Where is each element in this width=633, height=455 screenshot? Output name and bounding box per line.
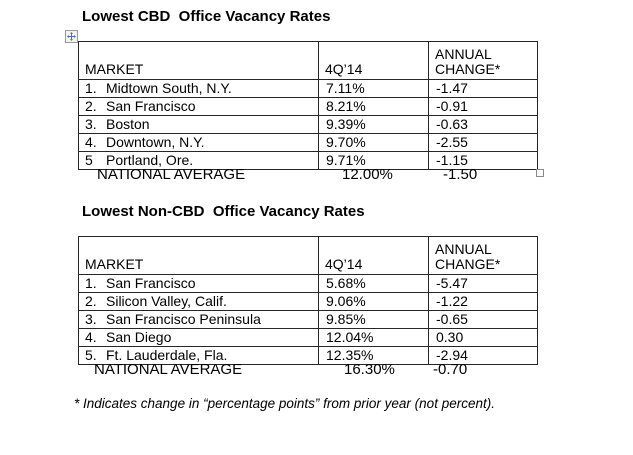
table-row: 5. Ft. Lauderdale, Fla. 12.35% -2.94 — [78, 346, 538, 365]
market-cell: 3. San Francisco Peninsula — [78, 310, 319, 329]
table-row: 5 Portland, Ore. 9.71% -1.15 — [78, 151, 538, 170]
rate-cell: 7.11% — [318, 79, 429, 98]
rate-cell: 9.39% — [318, 115, 429, 134]
national-average-rate: 16.30% — [344, 361, 395, 378]
rank-label: 1. — [85, 275, 97, 292]
rank-label: 1. — [85, 80, 97, 97]
rank-label: 3. — [85, 311, 97, 328]
table-row: 4. Downtown, N.Y. 9.70% -2.55 — [78, 133, 538, 152]
column-header-annual-change: ANNUAL CHANGE* — [428, 41, 538, 80]
change-cell: -0.91 — [428, 97, 538, 116]
table-row: 1. San Francisco 5.68% -5.47 — [78, 274, 538, 293]
market-name: San Diego — [106, 329, 172, 346]
market-name: San Francisco — [106, 98, 196, 115]
change-cell: -1.15 — [428, 151, 538, 170]
change-cell: -0.63 — [428, 115, 538, 134]
table-row: 3. San Francisco Peninsula 9.85% -0.65 — [78, 310, 538, 329]
change-cell: -1.22 — [428, 292, 538, 311]
market-name: Midtown South, N.Y. — [106, 80, 232, 97]
rate-cell: 12.35% — [318, 346, 429, 365]
table-row: 1. Midtown South, N.Y. 7.11% -1.47 — [78, 79, 538, 98]
non-cbd-table-title: Lowest Non-CBD Office Vacancy Rates — [82, 203, 365, 220]
rate-cell: 9.06% — [318, 292, 429, 311]
change-cell: -5.47 — [428, 274, 538, 293]
table-row: 3. Boston 9.39% -0.63 — [78, 115, 538, 134]
market-name: Boston — [106, 116, 150, 133]
table-resize-handle[interactable] — [536, 169, 544, 177]
rate-cell: 9.71% — [318, 151, 429, 170]
market-cell: 4. San Diego — [78, 328, 319, 347]
rank-label: 2. — [85, 293, 97, 310]
cbd-national-average-row: NATIONAL AVERAGE 12.00% -1.50 — [78, 167, 548, 183]
move-arrows-icon — [67, 32, 76, 41]
rank-label: 3. — [85, 116, 97, 133]
column-header-quarter: 4Q’14 — [318, 41, 429, 80]
change-cell: -1.47 — [428, 79, 538, 98]
national-average-rate: 12.00% — [342, 166, 393, 183]
market-name: San Francisco — [106, 275, 196, 292]
rank-label: 4. — [85, 329, 97, 346]
table-row: 2. Silicon Valley, Calif. 9.06% -1.22 — [78, 292, 538, 311]
market-name: Silicon Valley, Calif. — [106, 293, 227, 310]
column-header-market: MARKET — [78, 41, 319, 80]
market-cell: 1. San Francisco — [78, 274, 319, 293]
market-cell: 2. San Francisco — [78, 97, 319, 116]
rank-label: 2. — [85, 98, 97, 115]
change-cell: -0.65 — [428, 310, 538, 329]
non-cbd-header-row: MARKET 4Q’14 ANNUAL CHANGE* — [78, 236, 538, 275]
change-cell: -2.94 — [428, 346, 538, 365]
rate-cell: 9.70% — [318, 133, 429, 152]
non-cbd-national-average-row: NATIONAL AVERAGE 16.30% -0.70 — [78, 362, 548, 378]
national-average-label: NATIONAL AVERAGE — [94, 361, 243, 378]
table-row: 4. San Diego 12.04% 0.30 — [78, 328, 538, 347]
change-cell: 0.30 — [428, 328, 538, 347]
market-name: Portland, Ore. — [106, 152, 194, 169]
rate-cell: 5.68% — [318, 274, 429, 293]
national-average-label: NATIONAL AVERAGE — [97, 166, 246, 183]
market-cell: 3. Boston — [78, 115, 319, 134]
market-cell: 4. Downtown, N.Y. — [78, 133, 319, 152]
rate-cell: 8.21% — [318, 97, 429, 116]
rate-cell: 9.85% — [318, 310, 429, 329]
market-name: Ft. Lauderdale, Fla. — [106, 347, 228, 364]
market-cell: 1. Midtown South, N.Y. — [78, 79, 319, 98]
non-cbd-vacancy-table: MARKET 4Q’14 ANNUAL CHANGE* 1. San Franci… — [78, 236, 538, 365]
rank-label: 4. — [85, 134, 97, 151]
national-average-change: -1.50 — [443, 166, 478, 183]
rank-label: 5 — [85, 152, 93, 169]
table-row: 2. San Francisco 8.21% -0.91 — [78, 97, 538, 116]
footnote: * Indicates change in “percentage points… — [74, 396, 495, 411]
market-cell: 5. Ft. Lauderdale, Fla. — [78, 346, 319, 365]
cbd-vacancy-table: MARKET 4Q’14 ANNUAL CHANGE* 1. Midtown So… — [78, 41, 538, 170]
rank-label: 5. — [85, 347, 97, 364]
column-header-market: MARKET — [78, 236, 319, 275]
market-cell: 2. Silicon Valley, Calif. — [78, 292, 319, 311]
national-average-change: -0.70 — [433, 361, 468, 378]
column-header-quarter: 4Q’14 — [318, 236, 429, 275]
change-cell: -2.55 — [428, 133, 538, 152]
table-move-handle[interactable] — [65, 30, 78, 43]
market-name: San Francisco Peninsula — [106, 311, 261, 328]
cbd-table-title: Lowest CBD Office Vacancy Rates — [82, 8, 331, 25]
market-name: Downtown, N.Y. — [106, 134, 205, 151]
cbd-header-row: MARKET 4Q’14 ANNUAL CHANGE* — [78, 41, 538, 80]
rate-cell: 12.04% — [318, 328, 429, 347]
market-cell: 5 Portland, Ore. — [78, 151, 319, 170]
column-header-annual-change: ANNUAL CHANGE* — [428, 236, 538, 275]
